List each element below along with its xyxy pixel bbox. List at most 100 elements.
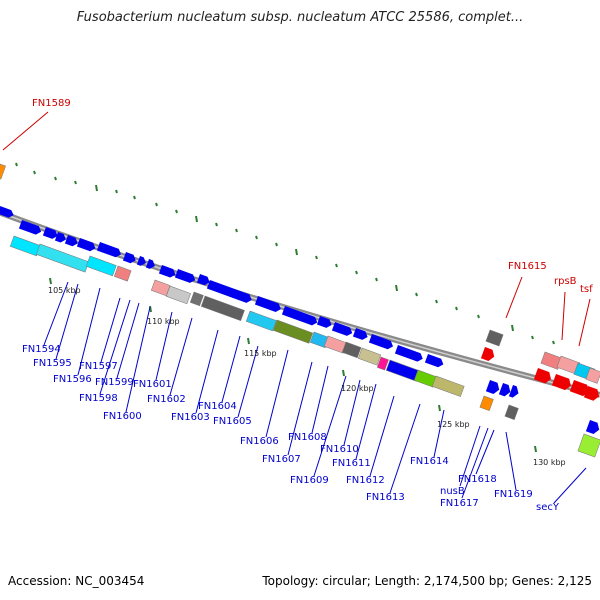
leader-fn1613 <box>389 403 421 494</box>
leader-fn1597 <box>100 297 121 363</box>
leader-nusb <box>459 425 481 487</box>
gc-dot <box>15 162 18 167</box>
gene-block <box>341 341 362 359</box>
gc-dot <box>295 248 298 256</box>
gene-block <box>272 319 314 344</box>
label-fn1603: FN1603 <box>171 412 210 423</box>
ruler-label: 130 kbp <box>533 458 566 467</box>
gene-arrow <box>174 269 196 283</box>
label-fn1614: FN1614 <box>410 456 449 467</box>
leader-fn1595 <box>55 283 79 360</box>
ruler-label: 125 kbp <box>437 420 470 429</box>
gene-arrow <box>281 306 318 326</box>
gene-arrow <box>498 383 511 397</box>
gc-dot <box>531 335 534 340</box>
label-fn1599: FN1599 <box>95 377 134 388</box>
gc-dot <box>552 340 555 345</box>
gene-arrow <box>145 259 155 269</box>
label-fn1611: FN1611 <box>332 458 371 469</box>
leader-fn1589 <box>2 111 49 151</box>
leader-fn1618 <box>475 429 495 475</box>
gene-arrow <box>485 380 500 395</box>
gc-dot <box>315 255 318 260</box>
gc-dot <box>455 306 458 311</box>
gc-dot <box>335 263 338 268</box>
gc-dot <box>115 189 118 194</box>
gene-arrow <box>585 420 600 435</box>
gc-dot <box>255 235 258 240</box>
ruler-tick <box>247 337 250 345</box>
gene-block <box>376 356 389 371</box>
gene-features <box>0 163 600 458</box>
label-fn1598: FN1598 <box>79 393 118 404</box>
leader-fn1601 <box>155 311 173 381</box>
gene-arrow <box>533 368 551 384</box>
gene-block <box>245 310 277 332</box>
leader-fn1605 <box>237 345 259 418</box>
ruler-tick <box>342 369 345 377</box>
gene-block <box>200 295 245 322</box>
label-fn1594: FN1594 <box>22 344 61 355</box>
gene-block <box>0 163 6 180</box>
gc-dot <box>275 242 278 247</box>
ruler-label: 115 kbp <box>244 349 277 358</box>
label-leader-lines <box>2 111 591 504</box>
gene-arrow <box>508 385 519 398</box>
label-fn1606: FN1606 <box>240 436 279 447</box>
ruler-label: 105 kbp <box>48 286 81 295</box>
label-rpsb: rpsB <box>554 276 577 287</box>
gc-dot <box>395 284 398 292</box>
label-fn1602: FN1602 <box>147 394 186 405</box>
leader-fn1609 <box>313 375 347 477</box>
map-labels: 105 kbp 110 kbp 115 kbp 120 kbp 125 kbp 130 k… <box>22 98 593 513</box>
ruler-tick <box>149 305 152 313</box>
gc-dot <box>477 314 480 319</box>
label-fn1618: FN1618 <box>458 474 497 485</box>
label-fn1615: FN1615 <box>508 261 547 272</box>
genome-summary: Topology: circular; Length: 2,174,500 bp… <box>262 574 592 588</box>
gene-block <box>431 375 465 397</box>
leader-fn1600 <box>125 306 151 413</box>
gene-block <box>504 404 519 421</box>
label-fn1596: FN1596 <box>53 374 92 385</box>
gc-dot <box>74 180 77 185</box>
label-fn1595: FN1595 <box>33 358 72 369</box>
label-fn1605: FN1605 <box>213 416 252 427</box>
map-title: Fusobacterium nucleatum subsp. nucleatum… <box>76 10 524 25</box>
label-fn1607: FN1607 <box>262 454 301 465</box>
gene-arrow <box>551 374 571 391</box>
leader-fn1603 <box>195 329 219 414</box>
leader-fn1598 <box>99 299 131 395</box>
label-fn1610: FN1610 <box>320 444 359 455</box>
leader-fn1612 <box>369 395 395 477</box>
gc-dot <box>155 202 158 207</box>
gene-arrow <box>480 347 495 362</box>
leader-fn1619 <box>505 431 517 491</box>
gene-block <box>85 255 117 277</box>
gene-arrow <box>331 322 353 336</box>
gc-dot <box>375 277 378 282</box>
gc-dot <box>235 228 238 233</box>
leader-fn1611 <box>355 383 377 460</box>
gene-arrow <box>18 220 42 235</box>
label-tsf: tsf <box>580 284 593 295</box>
leader-fn1610 <box>343 379 361 446</box>
label-fn1600: FN1600 <box>103 411 142 422</box>
gene-arrow <box>42 227 58 239</box>
gene-block <box>9 235 41 257</box>
gc-dot <box>175 209 178 214</box>
gc-skew-dots <box>15 162 555 345</box>
leader-fn1602 <box>169 317 193 396</box>
leader-fn1607 <box>287 361 313 456</box>
gene-arrow <box>316 316 332 328</box>
label-fn1613: FN1613 <box>366 492 405 503</box>
ruler-tick <box>49 277 52 285</box>
gene-arrow <box>76 238 96 252</box>
gene-block <box>189 291 204 307</box>
label-fn1617: FN1617 <box>440 498 479 509</box>
label-fn1604: FN1604 <box>198 401 237 412</box>
gene-arrow <box>424 354 444 368</box>
gene-arrow <box>368 334 394 350</box>
